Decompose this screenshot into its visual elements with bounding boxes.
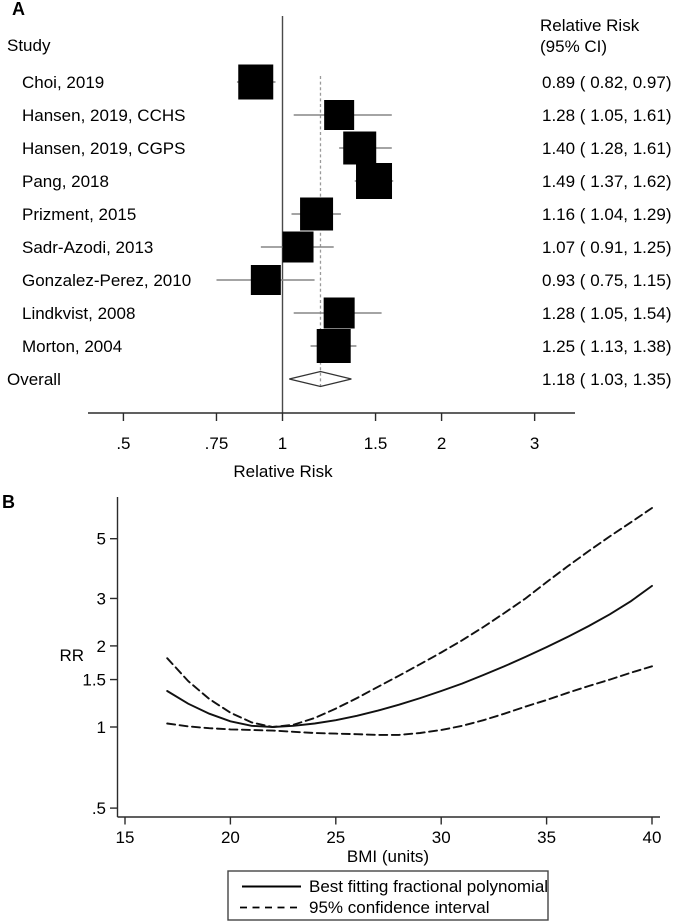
x-axis-tick-label: .5 — [116, 434, 130, 453]
x-axis-tick-label: 30 — [432, 828, 451, 847]
overall-effect-value: 1.18 ( 1.03, 1.35) — [542, 370, 671, 389]
weight-box — [250, 265, 281, 295]
study-label: Choi, 2019 — [22, 73, 104, 92]
weight-box — [343, 131, 377, 165]
weight-box — [356, 163, 393, 199]
legend: Best fitting fractional polynomial 95% c… — [227, 870, 549, 921]
panel-a-label: A — [12, 0, 25, 19]
study-label: Hansen, 2019, CCHS — [22, 106, 185, 125]
x-axis-tick-label: 35 — [537, 828, 556, 847]
weight-box — [316, 329, 351, 363]
x-axis-tick-label: 40 — [643, 828, 662, 847]
overall-label: Overall — [7, 370, 61, 389]
legend-entry-best-fit-label: Best fitting fractional polynomial — [309, 877, 548, 896]
study-effect-value: 1.49 ( 1.37, 1.62) — [542, 172, 671, 191]
best-fit-curve — [166, 584, 653, 728]
x-axis-tick-label: 3 — [530, 434, 539, 453]
y-axis-tick-label: 3 — [97, 589, 106, 608]
y-axis-tick-label: 1.5 — [82, 671, 106, 690]
study-effect-value: 1.07 ( 0.91, 1.25) — [542, 238, 671, 257]
panel-a-x-axis-title: Relative Risk — [233, 462, 333, 481]
ci-upper-curve — [166, 507, 653, 728]
forest-plot-panel: Choi, 2019 0.89 ( 0.82, 0.97) Hansen, 2019… — [7, 16, 671, 453]
effect-column-header-line2: (95% CI) — [540, 37, 607, 56]
study-label: Morton, 2004 — [22, 337, 122, 356]
legend-box — [227, 870, 549, 921]
study-effect-value: 1.28 ( 1.05, 1.54) — [542, 304, 671, 323]
study-label: Gonzalez-Perez, 2010 — [22, 271, 191, 290]
x-axis-tick-label: 2 — [437, 434, 446, 453]
weight-box — [323, 297, 355, 329]
study-label: Sadr-Azodi, 2013 — [22, 238, 153, 257]
panel-b-y-axis-title: RR — [59, 646, 84, 665]
study-effect-value: 0.89 ( 0.82, 0.97) — [542, 73, 671, 92]
x-axis-tick-label: 15 — [116, 828, 135, 847]
weight-box — [300, 197, 334, 231]
study-effect-value: 1.16 ( 1.04, 1.29) — [542, 205, 671, 224]
x-axis-tick-label: .75 — [205, 434, 229, 453]
y-axis-tick-label: 5 — [97, 530, 106, 549]
x-axis-tick-label: 25 — [326, 828, 345, 847]
weight-box — [324, 100, 355, 130]
panel-b-x-axis-title: BMI (units) — [347, 847, 429, 866]
x-axis-tick-label: 1 — [278, 434, 287, 453]
study-label: Prizment, 2015 — [22, 205, 136, 224]
y-axis-tick-label: 2 — [97, 637, 106, 656]
legend-entry-ci-label: 95% confidence interval — [309, 898, 490, 917]
x-axis-tick-label: 1.5 — [364, 434, 388, 453]
study-effect-value: 0.93 ( 0.75, 1.15) — [542, 271, 671, 290]
effect-column-header-line1: Relative Risk — [540, 16, 640, 35]
x-axis-tick-label: 20 — [221, 828, 240, 847]
panel-b-label: B — [2, 492, 15, 512]
ci-lower-curve — [166, 665, 653, 736]
y-axis-tick-label: .5 — [92, 799, 106, 818]
study-effect-value: 1.28 ( 1.05, 1.61) — [542, 106, 671, 125]
study-label: Hansen, 2019, CGPS — [22, 139, 185, 158]
study-effect-value: 1.40 ( 1.28, 1.61) — [542, 139, 671, 158]
overall-diamond — [289, 370, 352, 388]
study-column-header: Study — [7, 36, 51, 55]
study-label: Lindkvist, 2008 — [22, 304, 135, 323]
weight-box — [238, 64, 274, 100]
study-effect-value: 1.25 ( 1.13, 1.38) — [542, 337, 671, 356]
weight-box — [282, 231, 314, 263]
y-axis-tick-label: 1 — [97, 718, 106, 737]
study-label: Pang, 2018 — [22, 172, 109, 191]
